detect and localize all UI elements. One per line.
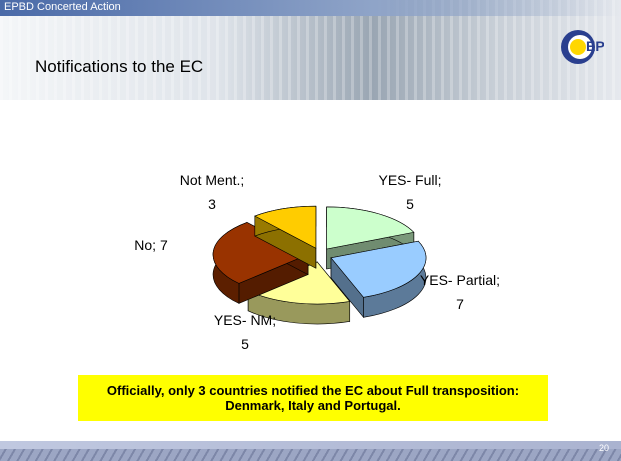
- category-label: Not Ment.;: [180, 172, 245, 188]
- footer-bar: [0, 441, 621, 461]
- value-label: 7: [160, 237, 168, 253]
- category-label: YES- NM;: [214, 312, 276, 328]
- category-label: YES- Full;: [378, 172, 441, 188]
- page-number: 20: [599, 443, 609, 453]
- category-label: YES- Partial;: [420, 272, 500, 288]
- note-text: Officially, only 3 countries notified th…: [98, 383, 528, 413]
- value-label: 5: [241, 336, 249, 352]
- slide: EPBD Concerted Action Notifications to t…: [0, 0, 621, 461]
- note-box: Officially, only 3 countries notified th…: [78, 375, 548, 421]
- category-label: No;: [134, 237, 156, 253]
- value-label: 3: [208, 196, 216, 212]
- value-label: 5: [406, 196, 414, 212]
- value-label: 7: [456, 296, 464, 312]
